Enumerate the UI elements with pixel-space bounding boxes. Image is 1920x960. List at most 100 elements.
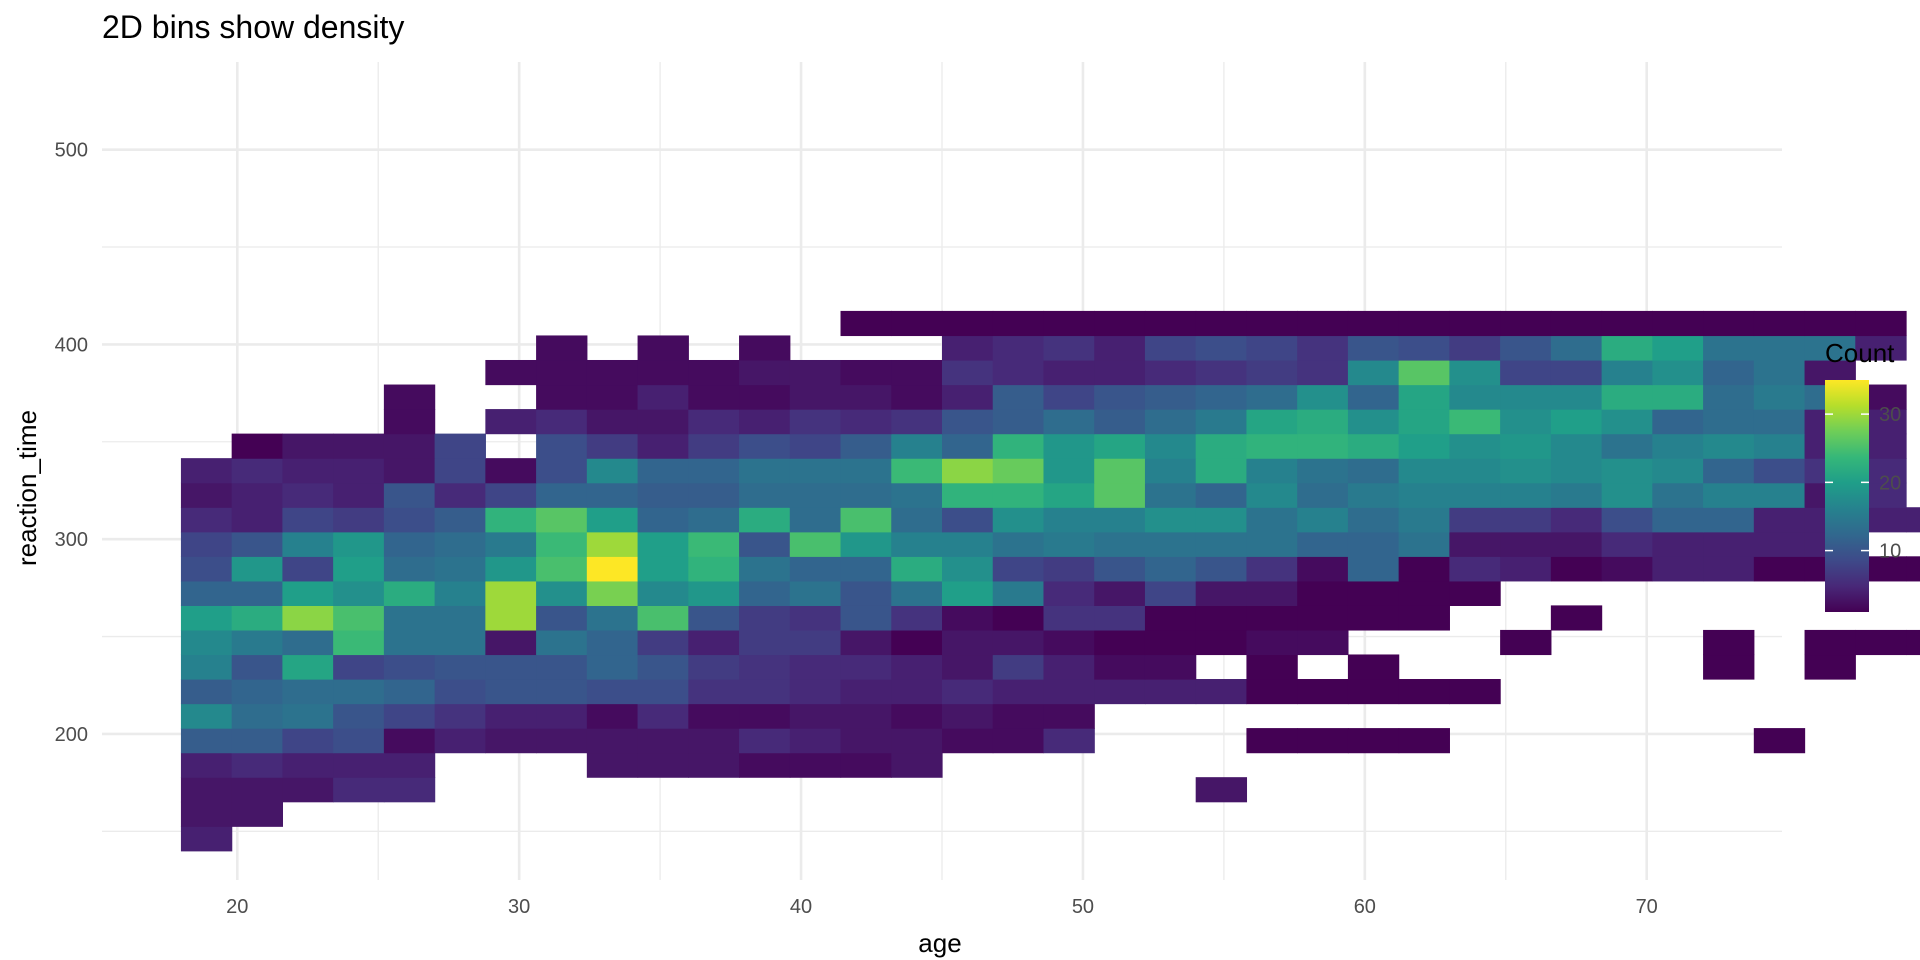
- legend-colorbar: [1825, 380, 1869, 612]
- heatmap-bin: [637, 605, 689, 631]
- heatmap-bin: [789, 556, 842, 582]
- heatmap-bin: [1652, 384, 1704, 410]
- heatmap-bin: [586, 433, 639, 459]
- heatmap-bin: [1855, 629, 1907, 656]
- heatmap-bin: [739, 335, 791, 361]
- heatmap-bin: [1703, 531, 1755, 557]
- heatmap-bin: [1703, 458, 1755, 484]
- heatmap-bin: [1246, 580, 1298, 606]
- heatmap-bin: [688, 629, 740, 656]
- heatmap-bin: [333, 629, 385, 656]
- heatmap-bin: [992, 310, 1045, 337]
- heatmap-bin: [1601, 482, 1653, 508]
- heatmap-bin: [586, 556, 639, 582]
- heatmap-bin: [485, 629, 537, 656]
- heatmap-bin: [383, 507, 436, 533]
- heatmap-bin: [1297, 507, 1349, 533]
- heatmap-bin: [1297, 409, 1349, 435]
- heatmap-bin: [1906, 556, 1920, 582]
- heatmap-bin: [1753, 335, 1806, 361]
- heatmap-bin: [1753, 458, 1806, 484]
- heatmap-bin: [383, 580, 436, 606]
- heatmap-bin: [992, 482, 1045, 508]
- heatmap-bin: [1652, 335, 1704, 361]
- heatmap-bin: [1195, 580, 1248, 606]
- heatmap-bin: [1550, 507, 1603, 533]
- heatmap-bin: [942, 482, 994, 508]
- heatmap-bin: [1398, 728, 1450, 754]
- heatmap-bin: [1043, 703, 1095, 729]
- heatmap-bin: [333, 507, 385, 533]
- heatmap-bin: [1550, 433, 1603, 459]
- heatmap-bin: [688, 482, 740, 508]
- heatmap-bin: [1297, 605, 1349, 631]
- heatmap-bin: [637, 507, 689, 533]
- heatmap-bin: [282, 752, 334, 778]
- heatmap-bin: [1449, 556, 1501, 582]
- heatmap-bin: [1094, 335, 1146, 361]
- heatmap-bin: [1043, 458, 1095, 484]
- heatmap-bin: [383, 482, 436, 508]
- heatmap-bin: [739, 629, 791, 656]
- heatmap-bin: [1398, 507, 1450, 533]
- heatmap-bin: [891, 458, 943, 484]
- heatmap-bin: [333, 580, 385, 606]
- heatmap-bin: [536, 629, 588, 656]
- heatmap-bin: [1144, 359, 1197, 386]
- heatmap-bin: [1347, 335, 1400, 361]
- x-tick-label: 60: [1354, 896, 1376, 918]
- heatmap-bin: [1449, 310, 1501, 337]
- heatmap-bin: [739, 556, 791, 582]
- heatmap-bin: [1246, 433, 1298, 459]
- heatmap-bin: [485, 728, 537, 754]
- heatmap-bin: [333, 679, 385, 705]
- heatmap-bin: [180, 679, 233, 705]
- heatmap-bin: [1144, 433, 1197, 459]
- heatmap-bin: [840, 728, 892, 754]
- heatmap-bin: [1449, 433, 1501, 459]
- heatmap-bin: [637, 482, 689, 508]
- heatmap-bin: [1043, 531, 1095, 557]
- heatmap-bin: [1297, 679, 1349, 705]
- heatmap-bin: [789, 384, 842, 410]
- heatmap-bin: [586, 409, 639, 435]
- heatmap-bin: [485, 409, 537, 435]
- x-tick-label: 40: [790, 896, 812, 918]
- heatmap-bin: [1144, 458, 1197, 484]
- heatmap-bin: [1500, 409, 1552, 435]
- heatmap-bin: [1094, 580, 1146, 606]
- heatmap-bin: [434, 703, 486, 729]
- heatmap-bin: [1043, 409, 1095, 435]
- heatmap-bin: [1855, 310, 1907, 337]
- heatmap-bin: [637, 384, 689, 410]
- heatmap-bin: [1297, 482, 1349, 508]
- heatmap-bin: [586, 384, 639, 410]
- heatmap-bin: [789, 409, 842, 435]
- heatmap-bin: [992, 679, 1045, 705]
- x-tick-label: 50: [1072, 896, 1094, 918]
- heatmap-bin: [688, 679, 740, 705]
- heatmap-bin: [1347, 605, 1400, 631]
- heatmap-bin: [1703, 482, 1755, 508]
- heatmap-bin: [1601, 310, 1653, 337]
- heatmap-bin: [1347, 679, 1400, 705]
- heatmap-bin: [383, 384, 436, 410]
- heatmap-bin: [383, 679, 436, 705]
- heatmap-bin: [1347, 531, 1400, 557]
- heatmap-bin: [891, 359, 943, 386]
- heatmap-bin: [1652, 409, 1704, 435]
- heatmap-bin: [789, 679, 842, 705]
- heatmap-bin: [739, 384, 791, 410]
- heatmap-bin: [434, 531, 486, 557]
- heatmap-bin: [1449, 679, 1501, 705]
- heatmap-bin: [1449, 335, 1501, 361]
- heatmap-bin: [891, 605, 943, 631]
- heatmap-bin: [1500, 359, 1552, 386]
- heatmap-bin: [840, 580, 892, 606]
- heatmap-bin: [1500, 458, 1552, 484]
- heatmap-bin: [1043, 384, 1095, 410]
- heatmap-bin: [1398, 580, 1450, 606]
- heatmap-bin: [180, 703, 233, 729]
- heatmap-bin: [1906, 629, 1920, 656]
- heatmap-bin: [1703, 384, 1755, 410]
